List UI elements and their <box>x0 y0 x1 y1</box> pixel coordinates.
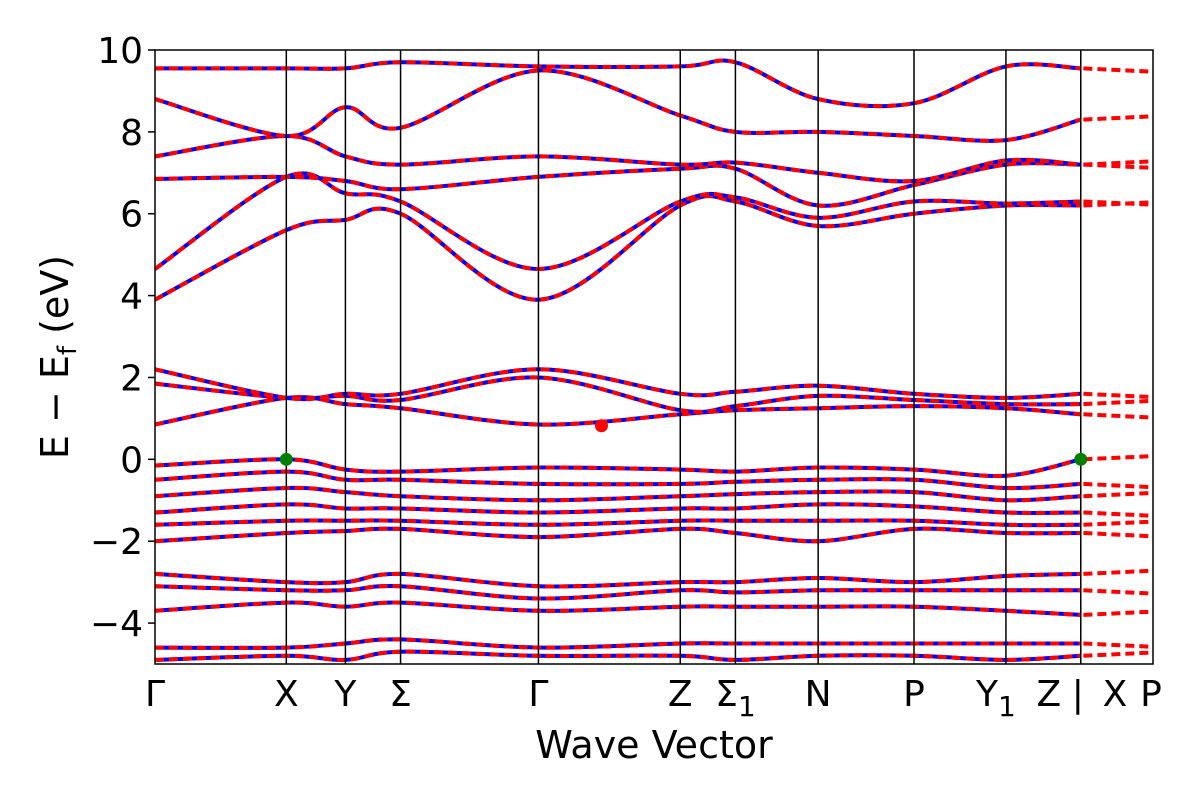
x-axis-label: Wave Vector <box>535 723 773 767</box>
x-tick-label-10: Z <box>1036 674 1061 715</box>
bands-layer <box>155 58 1153 662</box>
band-tail-4 <box>1083 199 1153 207</box>
band-line-dash-16 <box>155 583 1081 601</box>
band-tail-10 <box>1083 481 1153 490</box>
x-tick-label-sub-6: 1 <box>738 690 756 723</box>
x-tick-label-4: Γ <box>528 674 548 715</box>
markers-layer <box>279 419 1088 466</box>
x-tick-label-sub-9: 1 <box>998 690 1016 723</box>
band-tail-5 <box>1083 159 1153 167</box>
band-line-dash-0 <box>155 395 1081 427</box>
y-tick-label-1: −2 <box>90 522 143 563</box>
band-line-dash-19 <box>155 649 1081 662</box>
y-axis-label: E − Ef (eV) <box>33 255 83 459</box>
kpath-lines <box>285 50 1082 664</box>
marker-vbm-2 <box>1074 452 1088 466</box>
y-axis-ticks: −4 −2 0 2 4 6 8 10 <box>90 31 155 645</box>
band-tail-13 <box>1083 519 1153 527</box>
band-tail-14 <box>1083 531 1153 539</box>
band-tail-11 <box>1083 490 1153 499</box>
band-tail-9 <box>1083 454 1153 462</box>
band-tail-2 <box>1083 391 1153 400</box>
x-axis-ticks: Γ X Y Σ Γ Z Σ1 N P Y1 Z X P| <box>145 674 1162 723</box>
y-axis-label-main: E − E <box>33 355 77 459</box>
band-tail-17 <box>1083 609 1153 617</box>
band-line-dash-18 <box>155 637 1081 650</box>
band-tail-6 <box>1083 162 1153 170</box>
band-line-7 <box>155 68 1082 143</box>
band-tail-15 <box>1083 568 1153 576</box>
y-tick-label-4: 4 <box>120 277 143 318</box>
x-tick-label-5: Z <box>668 674 693 715</box>
band-tail-1 <box>1083 398 1153 407</box>
band-line-dash-12 <box>155 502 1081 515</box>
band-tail-7 <box>1083 114 1153 122</box>
x-tick-label-2: Y <box>333 674 357 715</box>
y-tick-label-3: 2 <box>120 358 143 399</box>
y-tick-label-2: 0 <box>120 440 143 481</box>
x-tick-label-3: Σ <box>389 674 412 715</box>
x-tick-label-11: X <box>1103 674 1128 715</box>
x-tick-label-8: P <box>903 674 925 715</box>
band-line-dash-15 <box>155 571 1081 589</box>
x-tick-label-9: Y1 <box>975 674 1016 723</box>
band-line-dash-6 <box>155 133 1081 184</box>
x-tick-label-12: P <box>1140 674 1162 715</box>
x-tick-label-1: X <box>274 674 299 715</box>
plot-frame <box>154 49 1154 665</box>
band-line-dash-14 <box>155 526 1081 544</box>
x-tick-label-0: Γ <box>145 674 165 715</box>
y-tick-label-7: 10 <box>97 31 143 72</box>
band-line-dash-3 <box>155 193 1081 302</box>
y-tick-label-5: 6 <box>120 195 143 236</box>
y-tick-label-0: −4 <box>90 604 143 645</box>
band-line-dash-9 <box>155 457 1082 478</box>
x-tick-break-label: | <box>1072 674 1084 715</box>
y-axis-label-sub: f <box>53 345 83 355</box>
x-tick-label-7: N <box>805 674 832 715</box>
x-tick-label-6: Σ1 <box>715 674 756 723</box>
band-tail-19 <box>1083 650 1153 658</box>
band-tail-8 <box>1083 66 1153 74</box>
y-tick-label-6: 8 <box>120 113 143 154</box>
band-line-dash-7 <box>155 68 1082 143</box>
band-tail-12 <box>1083 510 1153 518</box>
band-line-dash-11 <box>155 485 1081 503</box>
band-line-dash-13 <box>155 518 1081 528</box>
band-tail-18 <box>1083 641 1153 649</box>
band-line-dash-5 <box>155 161 1081 208</box>
band-tail-16 <box>1083 588 1153 596</box>
y-axis-label-unit: (eV) <box>33 255 77 346</box>
band-tail-0 <box>1083 412 1153 420</box>
marker-cbm-1 <box>594 419 608 433</box>
marker-vbm-0 <box>279 452 293 466</box>
band-line-dash-10 <box>155 469 1081 491</box>
band-line-dash-8 <box>155 58 1081 109</box>
band-line-dash-17 <box>155 600 1081 617</box>
band-line-dash-2 <box>155 367 1081 402</box>
